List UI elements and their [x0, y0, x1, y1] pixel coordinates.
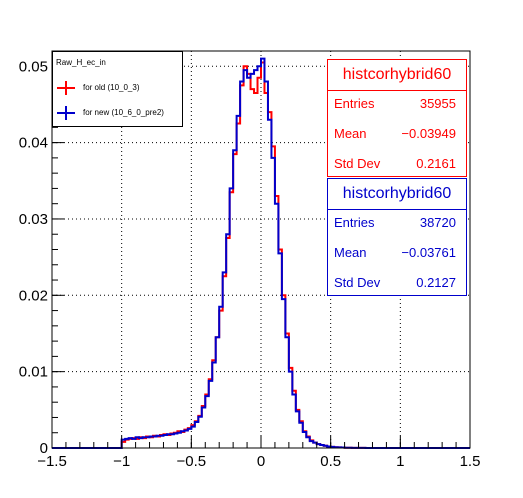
stats-row-entries-new: Entries 38720: [334, 215, 456, 231]
legend-entry-new: for new (10_6_0_pre2): [53, 106, 182, 120]
legend-entry-old: for old (10_0_3): [53, 81, 182, 95]
x-tick-label: 0: [257, 453, 265, 470]
stats-value: 35955: [420, 96, 456, 111]
y-tick-label: 0.04: [19, 135, 48, 152]
y-tick-label: 0.02: [19, 287, 48, 304]
stats-title-new: histcorhybrid60: [328, 179, 466, 210]
stats-box-new: histcorhybrid60 Entries 38720 Mean −0.03…: [327, 178, 467, 296]
y-tick-label: 0.03: [19, 211, 48, 228]
legend-title: Raw_H_ec_in: [56, 58, 106, 67]
legend-box: Raw_H_ec_in for old (10_0_3) for new (10…: [52, 51, 183, 127]
x-tick-label: −1: [113, 453, 130, 470]
stats-key: Std Dev: [334, 156, 380, 171]
stats-box-old: histcorhybrid60 Entries 35955 Mean −0.03…: [327, 59, 467, 177]
stats-key: Mean: [334, 126, 367, 141]
x-tick-label: 0.5: [320, 453, 341, 470]
stats-key: Mean: [334, 245, 367, 260]
stats-value: −0.03761: [401, 245, 456, 260]
legend-marker-old: [57, 81, 75, 95]
stats-row-mean-old: Mean −0.03949: [334, 126, 456, 142]
y-tick-label: 0.01: [19, 364, 48, 381]
stats-row-entries-old: Entries 35955: [334, 96, 456, 112]
stats-value: 0.2161: [416, 156, 456, 171]
stats-value: 0.2127: [416, 275, 456, 290]
y-tick-label: 0: [40, 440, 48, 457]
x-tick-label: 1.5: [460, 453, 481, 470]
stats-value: −0.03949: [401, 126, 456, 141]
stats-key: Entries: [334, 96, 374, 111]
stats-key: Std Dev: [334, 275, 380, 290]
stats-row-stddev-new: Std Dev 0.2127: [334, 275, 456, 291]
x-tick-label: −0.5: [177, 453, 207, 470]
stats-row-stddev-old: Std Dev 0.2161: [334, 156, 456, 172]
legend-label-old: for old (10_0_3): [83, 83, 139, 92]
legend-label-new: for new (10_6_0_pre2): [83, 108, 164, 117]
stats-key: Entries: [334, 215, 374, 230]
y-tick-label: 0.05: [19, 58, 48, 75]
stats-row-mean-new: Mean −0.03761: [334, 245, 456, 261]
stats-value: 38720: [420, 215, 456, 230]
x-tick-label: 1: [396, 453, 404, 470]
legend-marker-new: [57, 106, 75, 120]
stats-title-old: histcorhybrid60: [328, 60, 466, 91]
